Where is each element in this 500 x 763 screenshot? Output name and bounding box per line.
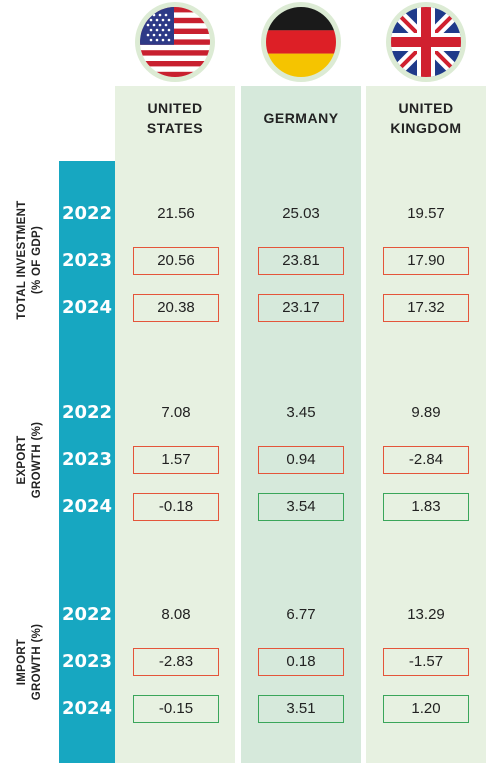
year-label: 2024 xyxy=(61,297,113,318)
section-label-total-investment: TOTAL INVESTMENT (% OF GDP) xyxy=(15,160,45,360)
value-cell: 21.56 xyxy=(157,205,195,222)
section-label-line: GROWTH (%) xyxy=(31,623,43,701)
value-cell: 8.08 xyxy=(161,606,191,623)
value-cell: 17.32 xyxy=(383,294,469,322)
country-name-line: GERMANY xyxy=(263,110,339,126)
value-cell: 17.90 xyxy=(383,247,469,275)
value-cell: 9.89 xyxy=(411,404,441,421)
year-label: 2022 xyxy=(61,203,113,224)
section-label-line: GROWTH (%) xyxy=(31,421,43,499)
value-cell: -2.84 xyxy=(383,446,469,474)
country-name-line: UNITED xyxy=(147,100,203,116)
column-germany xyxy=(241,86,361,763)
section-label-line: (% OF GDP) xyxy=(31,225,43,295)
value-cell: 20.38 xyxy=(133,294,219,322)
value-cell: -0.18 xyxy=(133,493,219,521)
section-label-line: TOTAL INVESTMENT xyxy=(16,200,28,320)
year-label: 2023 xyxy=(61,250,113,271)
value-cell: 6.77 xyxy=(286,606,316,623)
year-label: 2023 xyxy=(61,449,113,470)
value-cell: 1.57 xyxy=(133,446,219,474)
value-cell: 1.20 xyxy=(383,695,469,723)
section-label-export-growth: EXPORT GROWTH (%) xyxy=(15,360,45,560)
year-label: 2023 xyxy=(61,651,113,672)
column-united-kingdom xyxy=(366,86,486,763)
country-name-line: UNITED xyxy=(398,100,454,116)
value-cell: 3.54 xyxy=(258,493,344,521)
value-cell: 0.18 xyxy=(258,648,344,676)
value-cell: 13.29 xyxy=(407,606,445,623)
value-cell: 23.17 xyxy=(258,294,344,322)
value-cell: 25.03 xyxy=(282,205,320,222)
year-label: 2024 xyxy=(61,698,113,719)
year-label: 2024 xyxy=(61,496,113,517)
column-united-states xyxy=(115,86,235,763)
value-cell: 7.08 xyxy=(161,404,191,421)
value-cell: 20.56 xyxy=(133,247,219,275)
germany-flag-icon xyxy=(261,2,341,82)
year-sidebar xyxy=(59,161,115,763)
value-cell: 23.81 xyxy=(258,247,344,275)
country-name-united-kingdom: UNITED KINGDOM xyxy=(366,98,486,138)
value-cell: -1.57 xyxy=(383,648,469,676)
value-cell: 3.51 xyxy=(258,695,344,723)
country-name-united-states: UNITED STATES xyxy=(115,98,235,138)
section-label-line: EXPORT xyxy=(16,435,28,485)
value-cell: 0.94 xyxy=(258,446,344,474)
section-label-import-growth: IMPORT GROWTH (%) xyxy=(15,562,45,762)
year-label: 2022 xyxy=(61,604,113,625)
country-name-germany: GERMANY xyxy=(241,108,361,128)
value-cell: 19.57 xyxy=(407,205,445,222)
year-label: 2022 xyxy=(61,402,113,423)
country-name-line: KINGDOM xyxy=(390,120,462,136)
country-name-line: STATES xyxy=(146,120,204,136)
uk-flag-icon xyxy=(386,2,466,82)
us-flag-icon xyxy=(135,2,215,82)
value-cell: 3.45 xyxy=(286,404,316,421)
value-cell: 1.83 xyxy=(383,493,469,521)
section-label-line: IMPORT xyxy=(16,638,28,686)
value-cell: -2.83 xyxy=(133,648,219,676)
value-cell: -0.15 xyxy=(133,695,219,723)
